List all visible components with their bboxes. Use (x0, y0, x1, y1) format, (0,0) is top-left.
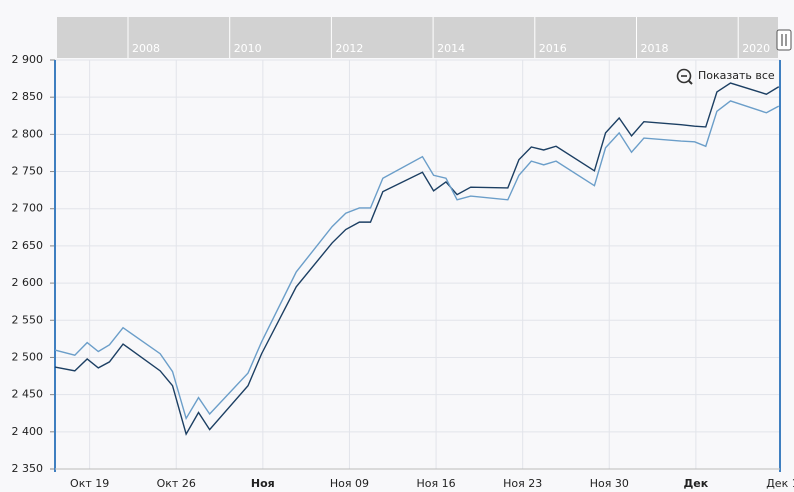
x-tick-label: Окт 19 (70, 477, 109, 490)
scrollbar-label: 2016 (539, 42, 567, 55)
x-tick-label: Ноя 30 (590, 477, 629, 490)
zoom-icon-handle (688, 80, 693, 85)
y-tick-label: 2 650 (12, 239, 44, 252)
series-line (54, 100, 780, 421)
scrollbar-grip[interactable] (776, 29, 792, 51)
y-tick-label: 2 600 (12, 276, 44, 289)
scrollbar-label: 2010 (234, 42, 262, 55)
y-tick-label: 2 350 (12, 462, 44, 475)
series-line (54, 82, 780, 436)
scrollbar-label: 2020 (742, 42, 770, 55)
scrollbar-track (57, 17, 778, 58)
y-tick-label: 2 800 (12, 127, 44, 140)
zoom-icon (676, 68, 692, 84)
x-tick-label: Дек (684, 477, 709, 490)
zoom-button-label[interactable]: Показать все (698, 69, 775, 82)
y-tick-label: 2 550 (12, 313, 44, 326)
y-tick-label: 2 400 (12, 425, 44, 438)
x-tick-label: Окт 26 (157, 477, 196, 490)
zoom-button[interactable]: Показать все (676, 68, 775, 85)
y-tick-label: 2 900 (12, 53, 44, 66)
x-tick-label: Дек 1 (766, 477, 794, 490)
x-tick-label: Ноя (251, 477, 275, 490)
scrollbar-label: 2014 (437, 42, 465, 55)
scrollbar-label: 2018 (641, 42, 669, 55)
scrollbar-label: 2008 (132, 42, 160, 55)
x-tick-label: Ноя 09 (330, 477, 369, 490)
y-tick-label: 2 750 (12, 165, 44, 178)
y-tick-label: 2 500 (12, 350, 44, 363)
y-tick-label: 2 700 (12, 202, 44, 215)
y-tick-label: 2 450 (12, 388, 44, 401)
scrollbar[interactable]: 2008 2010 2012 2014 2016 2018 2020 (57, 17, 778, 58)
x-tick-label: Ноя 16 (416, 477, 455, 490)
y-tick-label: 2 850 (12, 90, 44, 103)
x-tick-label: Ноя 23 (503, 477, 542, 490)
scrollbar-label: 2012 (335, 42, 363, 55)
